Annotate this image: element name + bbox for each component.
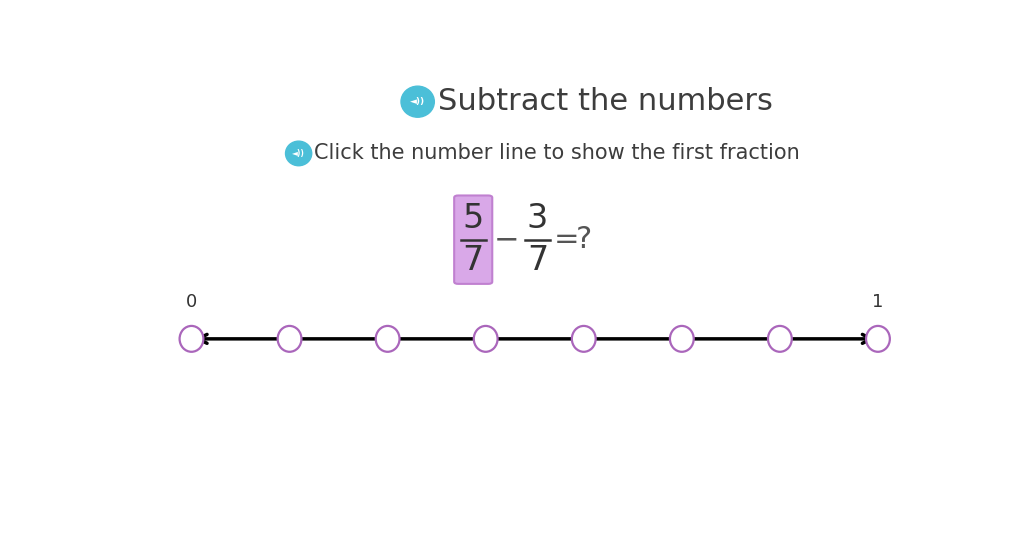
Text: ◄)): ◄)) — [410, 97, 425, 106]
Ellipse shape — [474, 326, 498, 352]
Text: 1: 1 — [872, 293, 884, 311]
Text: 7: 7 — [527, 244, 548, 277]
Text: 7: 7 — [463, 244, 484, 277]
Ellipse shape — [278, 326, 301, 352]
Text: ?: ? — [575, 225, 592, 254]
Ellipse shape — [670, 326, 693, 352]
Text: ◄)): ◄)) — [292, 149, 305, 158]
Ellipse shape — [401, 86, 434, 117]
Text: 5: 5 — [463, 203, 484, 236]
Text: 3: 3 — [527, 203, 548, 236]
Text: =: = — [554, 225, 580, 254]
Text: Click the number line to show the first fraction: Click the number line to show the first … — [314, 143, 800, 164]
Ellipse shape — [768, 326, 792, 352]
Text: −: − — [494, 225, 519, 254]
Text: Subtract the numbers: Subtract the numbers — [437, 87, 772, 116]
Ellipse shape — [571, 326, 596, 352]
FancyBboxPatch shape — [455, 195, 493, 284]
Ellipse shape — [286, 141, 311, 166]
Text: 0: 0 — [186, 293, 197, 311]
Ellipse shape — [179, 326, 204, 352]
Ellipse shape — [376, 326, 399, 352]
Ellipse shape — [866, 326, 890, 352]
